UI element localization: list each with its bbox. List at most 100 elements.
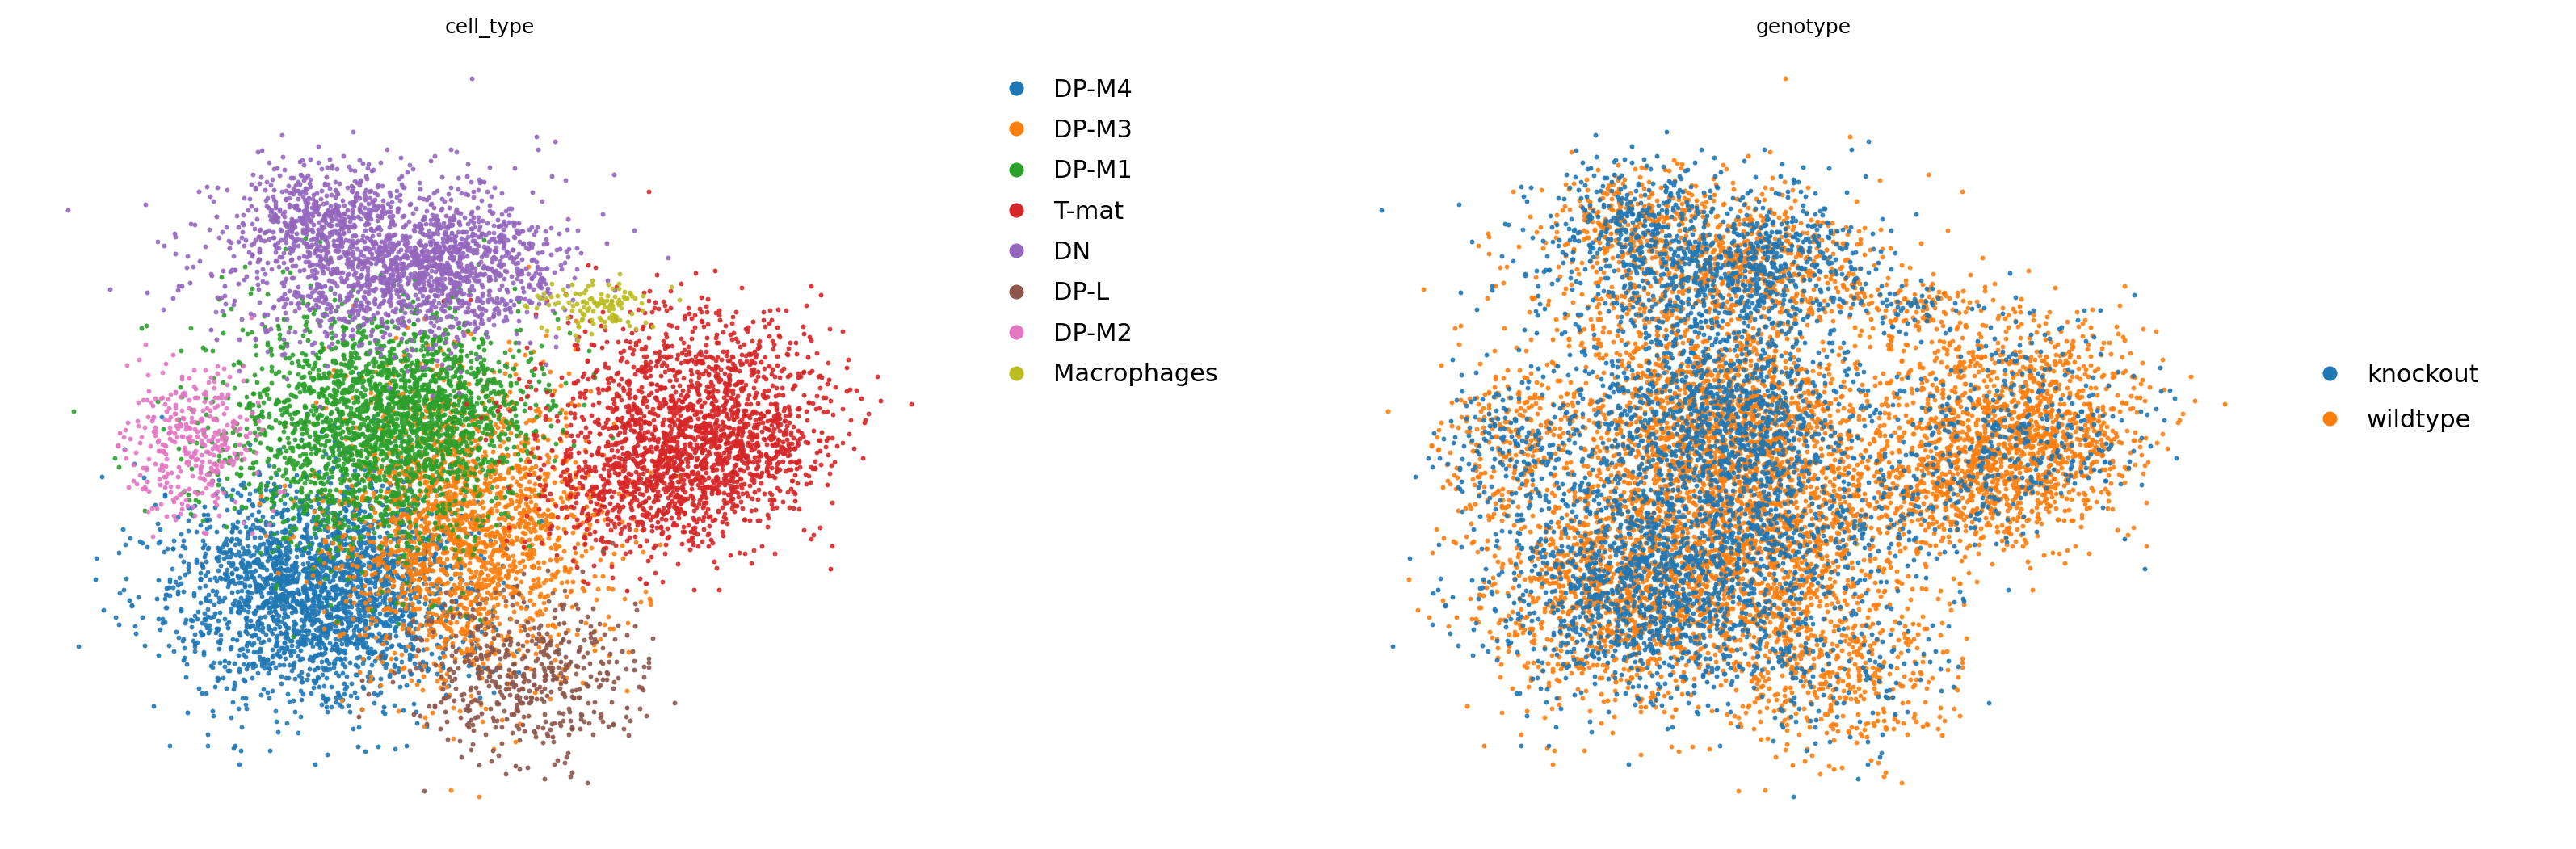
Point	[438, 379, 479, 392]
Point	[422, 452, 464, 465]
Point	[422, 646, 464, 660]
Point	[528, 503, 569, 517]
Point	[294, 205, 335, 219]
Point	[1525, 492, 1566, 506]
Point	[129, 439, 170, 453]
Point	[371, 557, 412, 571]
Point	[183, 438, 224, 452]
Point	[1767, 454, 1808, 468]
Point	[2105, 396, 2146, 409]
Point	[314, 591, 355, 604]
Point	[487, 643, 528, 656]
Point	[283, 465, 325, 479]
Point	[1656, 438, 1698, 452]
Point	[768, 437, 809, 451]
Point	[577, 297, 618, 311]
Point	[250, 363, 291, 377]
Point	[1716, 565, 1757, 579]
Point	[2061, 404, 2102, 418]
Point	[1747, 250, 1788, 263]
Point	[1816, 532, 1857, 546]
Point	[1744, 459, 1785, 473]
Point	[2069, 412, 2110, 425]
Point	[1638, 295, 1680, 308]
Point	[430, 588, 471, 601]
Point	[1690, 407, 1731, 420]
Point	[355, 689, 397, 702]
Point	[1968, 456, 2009, 469]
Point	[1649, 164, 1690, 177]
Point	[1891, 447, 1932, 460]
Point	[1744, 447, 1785, 461]
Point	[1744, 374, 1785, 387]
Point	[381, 525, 422, 538]
Point	[1870, 496, 1911, 509]
Point	[636, 477, 677, 491]
Point	[399, 191, 440, 205]
Point	[482, 453, 523, 467]
Point	[1577, 526, 1618, 539]
Point	[466, 240, 507, 254]
Point	[1759, 468, 1801, 481]
Point	[1703, 648, 1744, 661]
Point	[314, 565, 355, 579]
Point	[1728, 395, 1770, 408]
Point	[1844, 444, 1886, 458]
Point	[1705, 409, 1747, 423]
Point	[1641, 616, 1682, 630]
Point	[286, 488, 327, 502]
Point	[708, 354, 750, 368]
Point	[376, 418, 417, 431]
Point	[193, 610, 234, 623]
Point	[1785, 565, 1826, 579]
Point	[443, 225, 484, 239]
Point	[515, 726, 556, 739]
Point	[1754, 458, 1795, 472]
Point	[1607, 284, 1649, 298]
Point	[564, 295, 605, 308]
Point	[716, 335, 757, 348]
Point	[1422, 481, 1463, 494]
Point	[1685, 611, 1726, 625]
Point	[1613, 250, 1654, 263]
Point	[1829, 307, 1870, 321]
Point	[595, 313, 636, 327]
Point	[363, 410, 404, 424]
Point	[1821, 674, 1862, 688]
Point	[384, 402, 425, 415]
Point	[294, 197, 335, 211]
Point	[1607, 662, 1649, 676]
Point	[263, 216, 304, 229]
Point	[1783, 648, 1824, 661]
Point	[381, 399, 422, 413]
Point	[379, 290, 420, 303]
Point	[696, 394, 737, 408]
Point	[1510, 464, 1551, 478]
Point	[1553, 570, 1595, 583]
Point	[430, 416, 471, 430]
Point	[2063, 316, 2105, 329]
Point	[2030, 389, 2071, 402]
Point	[639, 489, 680, 503]
Point	[1605, 494, 1646, 508]
Point	[381, 475, 422, 488]
Point	[330, 655, 371, 669]
Point	[340, 444, 381, 458]
Point	[1623, 495, 1664, 509]
Point	[319, 557, 361, 571]
Point	[544, 522, 585, 536]
Point	[2032, 451, 2074, 464]
Point	[1821, 548, 1862, 562]
Point	[616, 413, 657, 427]
Point	[1623, 561, 1664, 575]
Point	[590, 514, 631, 527]
Point	[433, 610, 474, 624]
Point	[1643, 447, 1685, 461]
Point	[252, 213, 294, 227]
Point	[451, 327, 492, 340]
Point	[1582, 562, 1623, 576]
Point	[376, 499, 417, 513]
Point	[659, 453, 701, 466]
Point	[1597, 500, 1638, 514]
Point	[1994, 493, 2035, 507]
